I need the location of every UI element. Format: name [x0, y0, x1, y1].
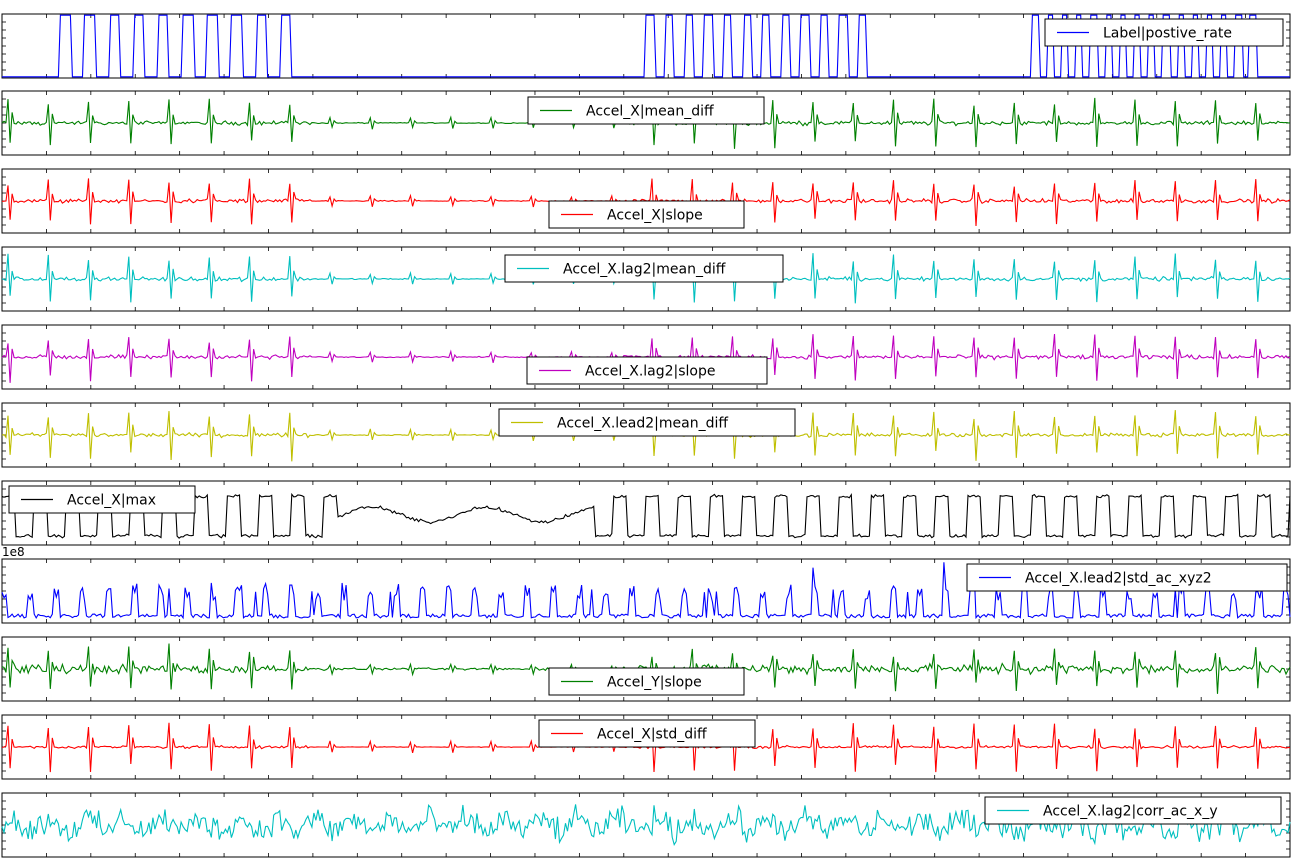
legend: Label|postive_rate	[1044, 18, 1284, 47]
subplot-11: Accel_X.lag2|corr_ac_x_y	[1, 792, 1291, 858]
legend: Accel_X|std_diff	[538, 719, 756, 748]
subplot-8: 1e8 Accel_X.lead2|std_ac_xyz2	[1, 545, 1291, 624]
subplot-3: Accel_X|slope	[1, 168, 1291, 234]
subplot-9: Accel_Y|slope	[1, 636, 1291, 702]
legend-box	[966, 563, 1288, 592]
legend-label: Label|postive_rate	[1103, 26, 1232, 42]
legend: Accel_X|slope	[548, 200, 745, 229]
legend: Accel_Y|slope	[548, 667, 745, 696]
subplot-4: Accel_X.lag2|mean_diff	[1, 246, 1291, 312]
legend-label: Accel_X.lag2|mean_diff	[563, 262, 726, 278]
legend-label: Accel_X|slope	[607, 208, 703, 224]
legend: Accel_X.lag2|mean_diff	[504, 254, 784, 283]
series-line	[1, 643, 1291, 694]
subplot-7: Accel_X|max	[1, 480, 1291, 546]
legend: Accel_X|mean_diff	[527, 96, 765, 125]
subplot-5: Accel_X.lag2|slope	[1, 324, 1291, 390]
legend-box	[504, 254, 784, 283]
legend-label: Accel_Y|slope	[607, 675, 702, 691]
legend-box	[984, 796, 1282, 825]
legend-label: Accel_X|max	[67, 493, 156, 509]
series-line	[1, 492, 1291, 539]
legend-label: Accel_X.lag2|corr_ac_x_y	[1043, 804, 1218, 820]
subplot-1: Label|postive_rate	[1, 13, 1291, 79]
legend: Accel_X.lag2|corr_ac_x_y	[984, 796, 1282, 825]
legend-label: Accel_X.lead2|std_ac_xyz2	[1025, 571, 1212, 587]
legend: Accel_X|max	[8, 485, 196, 514]
legend: Accel_X.lag2|slope	[526, 356, 768, 385]
subplot-2: Accel_X|mean_diff	[1, 90, 1291, 156]
legend-label: Accel_X.lead2|mean_diff	[557, 416, 728, 432]
legend: Accel_X.lead2|mean_diff	[498, 408, 796, 437]
subplot-10: Accel_X|std_diff	[1, 714, 1291, 780]
legend-label: Accel_X.lag2|slope	[585, 364, 716, 380]
legend-label: Accel_X|mean_diff	[586, 104, 714, 120]
y-offset-label: 1e8	[2, 545, 25, 559]
legend-label: Accel_X|std_diff	[597, 727, 707, 743]
legend: Accel_X.lead2|std_ac_xyz2	[966, 563, 1288, 592]
subplot-6: Accel_X.lead2|mean_diff	[1, 402, 1291, 468]
legend-box	[498, 408, 796, 437]
series-line	[2, 14, 1290, 78]
